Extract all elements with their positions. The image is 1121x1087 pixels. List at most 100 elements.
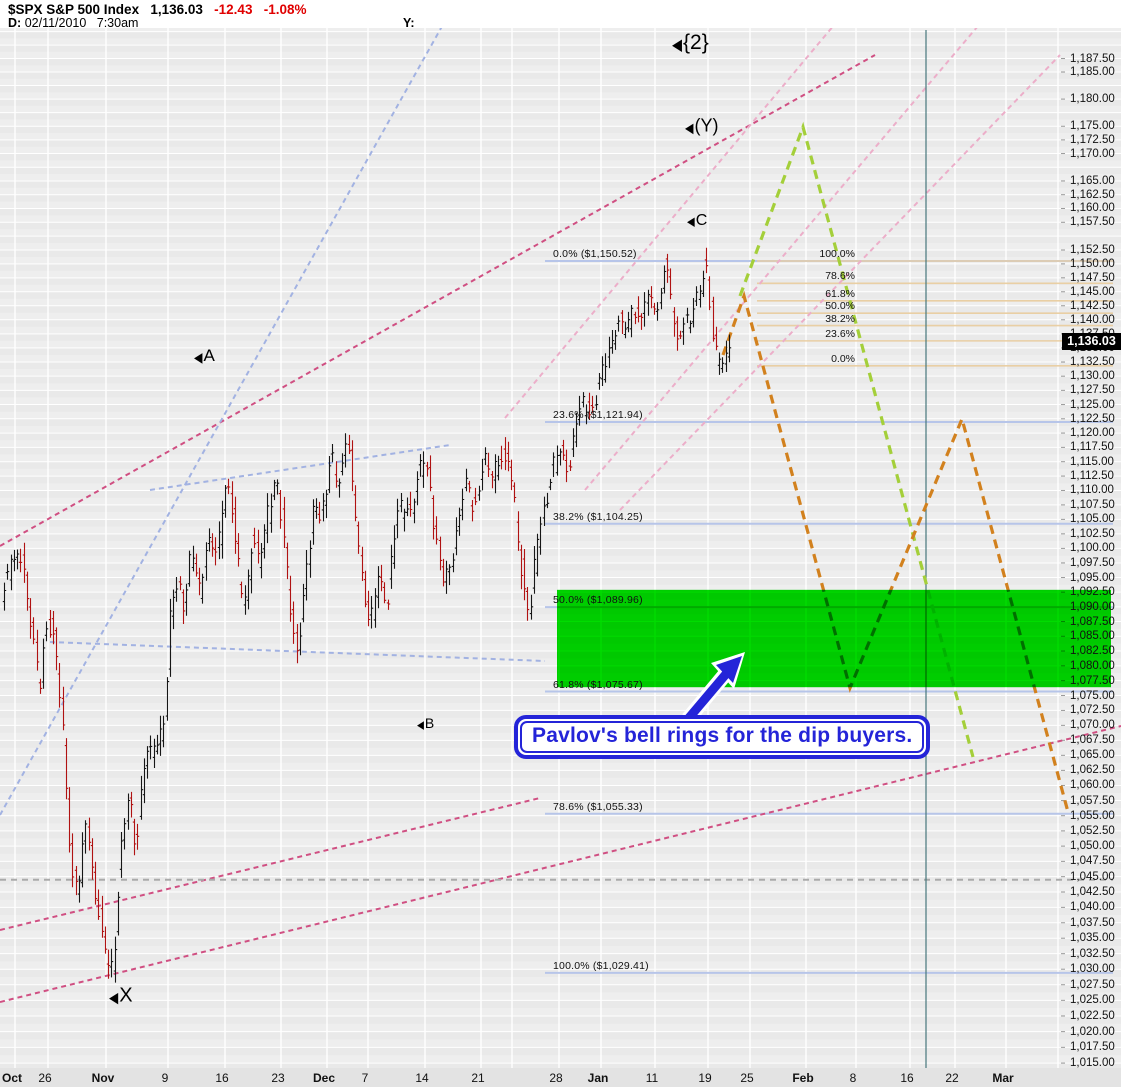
grid-stripe	[0, 312, 1121, 320]
date-axis-label: 16	[900, 1071, 914, 1085]
price-axis-label: 1,107.50	[1070, 498, 1115, 511]
price-axis-label: 1,092.50	[1070, 586, 1115, 599]
price-axis-label: 1,175.00	[1070, 120, 1115, 133]
grid-stripe	[0, 541, 1121, 549]
trendline-blue-steep[interactable]	[0, 11, 451, 816]
date-axis-label: Dec	[312, 1071, 336, 1085]
wave-label-C[interactable]: ◀C	[687, 212, 707, 230]
price-axis-label: 1,132.50	[1070, 356, 1115, 369]
grid-stripe	[0, 440, 1121, 448]
wave-label-Y[interactable]: ◀(Y)	[685, 116, 718, 137]
grid-stripe	[0, 1023, 1121, 1032]
grid-stripe	[0, 243, 1121, 250]
price-axis-label: 1,110.00	[1070, 484, 1114, 497]
date-axis-label: 7	[361, 1071, 369, 1085]
grid-stripe	[0, 78, 1121, 86]
ohlc-bars-up	[2, 265, 732, 983]
grid-stripe	[0, 961, 1121, 970]
callout-box[interactable]: Pavlov's bell rings for the dip buyers.	[514, 715, 931, 759]
price-axis-label: 1,160.00	[1070, 202, 1115, 215]
date-axis-label: 9	[161, 1071, 169, 1085]
price-axis-label: 1,102.50	[1070, 527, 1115, 540]
grid-stripe	[0, 570, 1121, 578]
trendline-pink-wedge-1[interactable]	[504, 0, 856, 419]
price-axis-label: 1,075.00	[1070, 689, 1115, 702]
price-axis-label: 1,070.00	[1070, 719, 1115, 732]
grid-stripe	[0, 823, 1121, 831]
trendline-rose-channel-mid[interactable]	[0, 797, 541, 931]
price-axis-label: 1,030.00	[1070, 963, 1115, 976]
callout-arrow-shaft[interactable]	[684, 671, 730, 722]
grid-stripe	[0, 762, 1121, 771]
price-axis-label: 1,062.50	[1070, 764, 1115, 777]
price-axis-label: 1,042.50	[1070, 885, 1115, 898]
price-axis-label: 1,067.50	[1070, 734, 1115, 747]
price-axis-label: 1,055.00	[1070, 809, 1115, 822]
wave-label-text: C	[695, 212, 708, 229]
grid-stripe	[0, 1008, 1121, 1016]
fib-extension-label: 100.0%	[819, 248, 855, 260]
last-price: 1,136.03	[150, 2, 203, 17]
price-axis-label: 1,040.00	[1070, 901, 1115, 914]
callout-arrowhead	[716, 656, 742, 683]
support-zone-band[interactable]	[557, 589, 1111, 688]
chart-date: 02/11/2010	[24, 16, 87, 30]
projection-bearish-orange[interactable]	[721, 290, 1070, 813]
fib-extension-label: 61.8%	[825, 287, 855, 300]
wave-label-X[interactable]: ◀X	[109, 985, 133, 1008]
wave-label-2[interactable]: ◀{2}	[672, 31, 709, 55]
trendline-rose-channel-lower[interactable]	[0, 725, 1121, 1003]
price-change-pct: -1.08%	[263, 2, 307, 17]
grid-stripe	[0, 884, 1121, 892]
grid-stripe	[0, 899, 1121, 908]
trendline-blue-triangle-upper[interactable]	[149, 444, 451, 491]
price-axis-label: 1,127.50	[1070, 384, 1115, 397]
price-axis-label: 1,142.50	[1070, 299, 1115, 312]
price-axis-label: 1,050.00	[1070, 840, 1115, 853]
grid-stripe	[0, 326, 1121, 334]
wave-label-B[interactable]: ◀B	[417, 715, 434, 731]
projection-bullish-green[interactable]	[738, 121, 975, 758]
date-axis-label: Feb	[792, 1071, 814, 1085]
price-axis-label: 1,172.50	[1070, 133, 1115, 146]
chart-header: $SPX S&P 500 Index 1,136.03 -12.43 -1.08…	[0, 0, 1121, 30]
fib-level-label: 38.2% ($1,104.25)	[553, 510, 643, 523]
grid-stripe	[0, 229, 1121, 237]
fib-extension-label: 78.6%	[825, 270, 855, 283]
trendline-pink-wedge-2[interactable]	[584, 0, 1001, 491]
price-axis-label: 1,072.50	[1070, 704, 1115, 717]
wave-label-A[interactable]: ◀A	[194, 346, 215, 366]
chart-time: 7:30am	[96, 16, 139, 30]
date-axis-label: 25	[740, 1071, 754, 1085]
price-axis-label: 1,180.00	[1070, 93, 1115, 106]
fib-extension-label: 0.0%	[831, 352, 855, 365]
grid-stripe	[0, 425, 1121, 434]
grid-stripe	[0, 808, 1121, 816]
grid-stripe	[0, 383, 1121, 391]
price-axis-label: 1,035.00	[1070, 932, 1115, 945]
wave-marker-icon: ◀	[194, 350, 203, 366]
grid-stripe	[0, 838, 1121, 847]
date-axis-label: 28	[549, 1071, 563, 1085]
price-axis-label: 1,052.50	[1070, 824, 1115, 837]
trendline-pink-wedge-3[interactable]	[619, 54, 1061, 511]
date-axis-label: 23	[271, 1071, 285, 1085]
date-field-label: D:	[8, 16, 22, 30]
grid-stripe	[0, 354, 1121, 363]
price-axis-label: 1,100.00	[1070, 542, 1115, 555]
date-axis-strip	[0, 1068, 1121, 1087]
grid-stripe	[0, 1055, 1121, 1064]
price-axis-label: 1,122.50	[1070, 412, 1115, 425]
grid-stripe	[0, 411, 1121, 419]
price-axis-label: 1,085.00	[1070, 630, 1115, 643]
price-change: -12.43	[214, 2, 253, 17]
price-axis-label: 1,082.50	[1070, 645, 1115, 658]
symbol-title: $SPX S&P 500 Index	[8, 2, 140, 17]
grid-stripe	[0, 526, 1121, 534]
price-axis-label: 1,015.00	[1070, 1057, 1115, 1070]
grid-stripe	[0, 468, 1121, 477]
price-axis-label: 1,165.00	[1070, 174, 1115, 187]
wave-marker-icon: ◀	[109, 988, 119, 1007]
grid-stripe	[0, 105, 1121, 113]
